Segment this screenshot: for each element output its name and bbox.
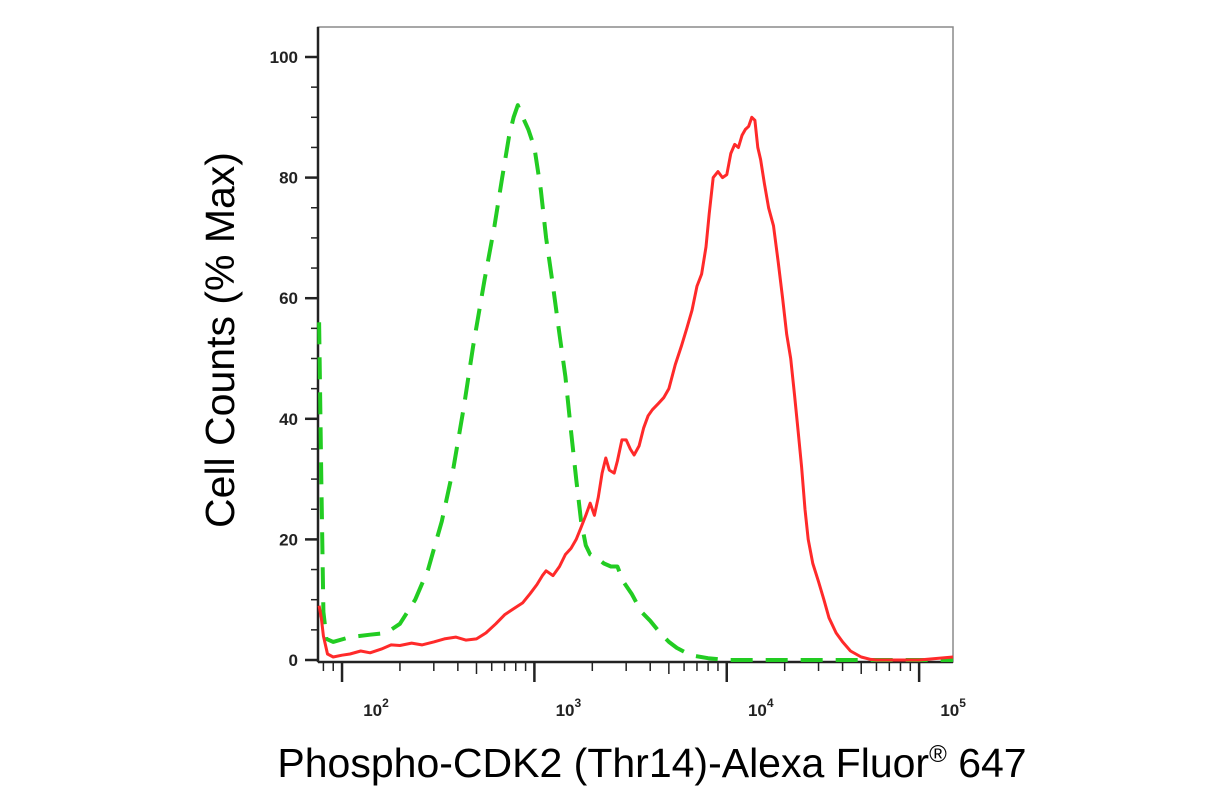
- y-tick-label: 100: [270, 48, 298, 67]
- series-line-dashed-green: [317, 103, 953, 662]
- y-tick-label: 0: [289, 651, 298, 670]
- y-tick-label: 80: [279, 169, 298, 188]
- x-tick-label: 102: [363, 696, 389, 720]
- y-tick-label: 20: [279, 530, 298, 549]
- series-lines: [317, 103, 954, 662]
- y-tick-label: 40: [279, 410, 298, 429]
- x-tick-label: 105: [940, 696, 966, 720]
- x-tick-label: 104: [748, 696, 774, 720]
- x-axis-title: Phospho-CDK2 (Thr14)-Alexa Fluor® 647: [277, 740, 1026, 786]
- series-line-solid-red: [317, 115, 954, 662]
- x-axis: 102 103 104 105: [318, 660, 966, 720]
- y-axis: 0 20 40 60 80 100: [270, 27, 320, 670]
- plot-frame: [317, 26, 954, 663]
- y-tick-label: 60: [279, 289, 298, 308]
- y-axis-title: Cell Counts (% Max): [197, 152, 243, 528]
- x-tick-label: 103: [556, 696, 582, 720]
